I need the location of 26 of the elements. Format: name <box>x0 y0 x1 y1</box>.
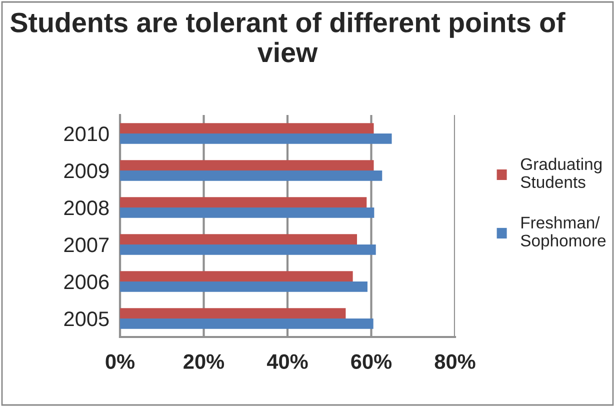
y-tick-label: 2006 <box>64 274 109 290</box>
bar <box>120 134 392 144</box>
bar <box>120 208 374 218</box>
x-tick-label: 0% <box>106 354 135 369</box>
bar <box>120 160 374 170</box>
y-tick-label: 2010 <box>64 126 109 142</box>
bar <box>120 197 367 208</box>
bar <box>120 123 374 134</box>
bar <box>120 308 346 318</box>
bar <box>120 234 358 244</box>
y-tick-label: 2009 <box>64 164 109 178</box>
legend-label: Freshman/ Sophomore <box>520 216 606 250</box>
y-tick-label: 2008 <box>64 200 109 216</box>
x-tick-label: 40% <box>266 354 308 369</box>
bar <box>120 244 376 255</box>
y-tick-label: 2005 <box>64 312 109 326</box>
chart-title: Students are tolerant of different points of view <box>10 12 566 62</box>
bar <box>120 282 368 292</box>
y-tick-label: 2007 <box>64 238 109 252</box>
x-tick-label: 60% <box>351 354 392 369</box>
x-tick-label: 80% <box>434 354 476 369</box>
bar <box>120 318 374 329</box>
x-tick-label: 20% <box>184 354 224 369</box>
legend-label: Graduating Students <box>520 158 602 188</box>
bar <box>120 170 382 181</box>
bar <box>120 271 353 282</box>
